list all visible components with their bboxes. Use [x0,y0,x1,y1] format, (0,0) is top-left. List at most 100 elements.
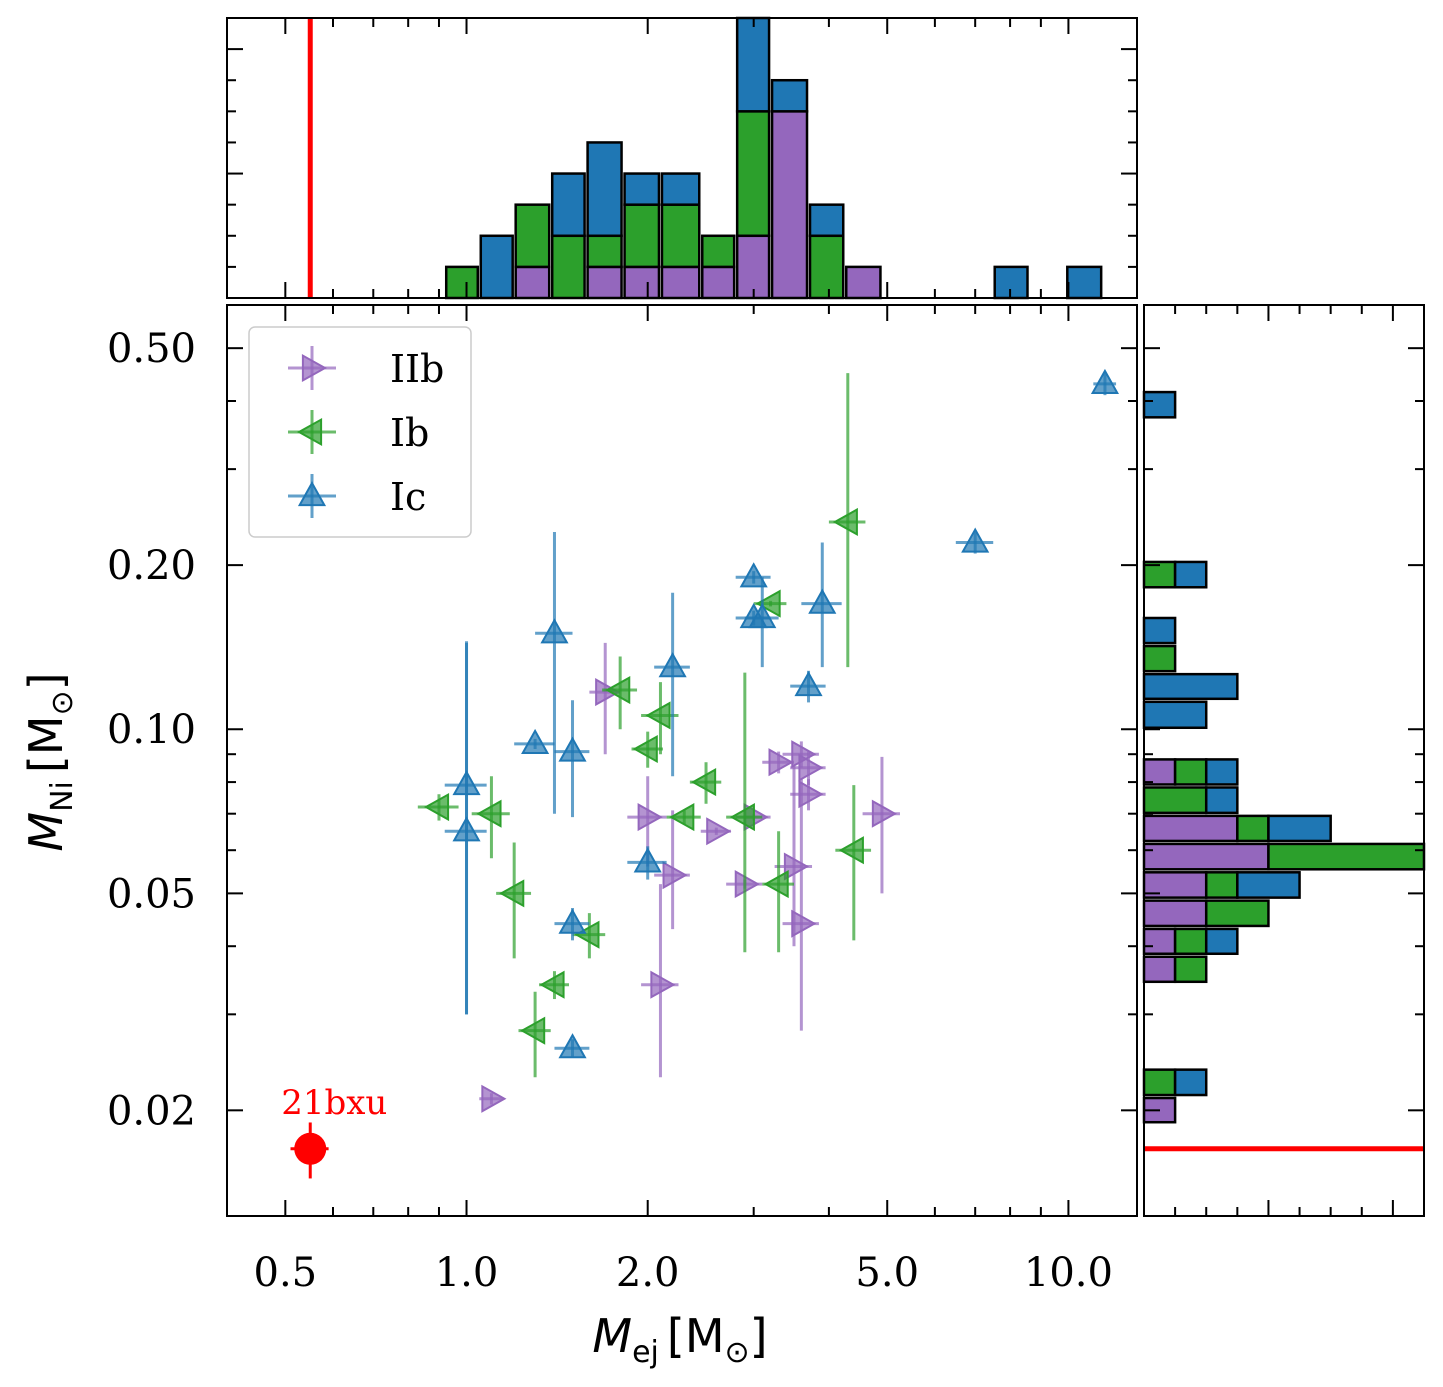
legend-markers [288,346,336,518]
point-iib-5 [706,817,732,846]
point-iib-2 [637,803,663,832]
top-hist-frame [226,17,1138,299]
point-ib-3 [520,1016,546,1045]
top-hist-bar-ic-4 [479,234,514,300]
right-hist-frame [1143,304,1425,1217]
point-ib-2 [499,879,525,908]
highlight-label-21bxu: 21bxu [281,1083,387,1123]
point-iib-14 [871,799,897,828]
x-axis-label: Mej [M⊙] [592,1309,767,1370]
right-hist-bar-ib-2 [1142,1068,1177,1097]
top-hist-bar-iib-11 [735,234,771,300]
ytick-label-0-5: 0.50 [107,326,196,372]
legend-label-iib: IIb [390,347,444,391]
right-hist-bar-iib-13 [1142,758,1177,786]
top-hist-bar-ib-5 [514,203,551,269]
x-axis-label-symbol: M [592,1309,632,1363]
right-hist-bar-ic-18 [1142,616,1177,645]
point-ib-13 [763,870,789,899]
point-ic-8 [658,652,687,678]
top-hist-bar-ib-7 [586,234,623,269]
legend-marker-ic [297,480,327,507]
top-hist-bar-ic-13 [808,203,845,238]
point-iib-13 [798,780,824,809]
top-hist-bar-ic-20 [1066,265,1103,300]
ytick-label-0-2: 0.20 [107,543,196,589]
top-hist-bar-iib-5 [514,265,551,300]
point-ic-13 [808,588,837,614]
xtick-label-1: 1.0 [435,1250,499,1296]
point-ib-14 [832,507,858,537]
right-hist-bar-iib-8 [1142,899,1208,928]
right-hist-bar-ic-26 [1142,390,1177,419]
ytick-label-0-02: 0.02 [107,1088,196,1134]
top-histogram-panel [226,16,1138,300]
point-ic-12 [794,671,823,697]
point-iib-8 [768,748,794,777]
top-hist-bar-ic-9 [660,172,701,206]
top-hist-bar-ic-12 [770,78,809,113]
right-hist-bar-ib-9 [1204,871,1239,899]
top-hist-bar-ib-10 [701,234,736,269]
x-axis-label-unit-subscript: ⊙ [725,1335,750,1370]
point-ic-15 [1090,368,1120,394]
right-hist-bar-ib-6 [1173,955,1208,984]
point-ib-5 [574,920,600,949]
y-axis-label-subscript: Ni [45,781,80,812]
point-ib-4 [539,970,565,999]
ytick-label-0-05: 0.05 [107,871,196,917]
point-iib-11 [791,909,817,938]
top-hist-bar-ic-18 [993,265,1029,300]
top-hist-bar-iib-9 [660,265,701,300]
top-hist-bar-ic-11 [735,16,771,113]
right-hist-bar-ib-11 [1236,814,1270,843]
point-iib-1 [595,678,621,707]
point-iib-0 [481,1084,507,1113]
series-ic [444,368,1120,1059]
right-hist-bar-ic-15 [1142,700,1208,729]
top-hist-bar-ic-7 [586,141,623,238]
right-hist-bar-iib-10 [1142,842,1270,871]
y-axis-label-unit-subscript: ⊙ [45,690,80,715]
top-hist-bar-ib-11 [735,110,771,238]
top-hist-bar-ib-8 [623,203,661,269]
legend-label-ib: Ib [390,411,429,455]
point-ic-4 [558,736,587,762]
xtick-label-2: 2.0 [616,1250,680,1296]
top-hist-bar-ic-8 [623,172,661,206]
y-axis-label: MNi[M⊙] [19,672,80,851]
point-ib-12 [755,589,781,618]
top-hist-bar-iib-8 [623,265,661,300]
legend-label-ic: Ic [390,475,426,519]
point-ic-11 [748,602,777,629]
highlight-point-21bxu [294,1132,327,1165]
point-iib-3 [650,970,676,999]
right-hist-bar-ib-17 [1142,644,1177,673]
main-plot-frame [226,304,1138,1217]
top-hist-bar-iib-14 [844,265,882,300]
right-hist-bar-ic-12 [1204,786,1239,815]
top-hist-bar-ib-3 [444,265,480,300]
point-iib-6 [734,870,760,899]
legend: IIb Ib Ic [248,326,472,538]
y-axis-label-open-bracket: [ [19,755,73,773]
right-hist-bar-ic-11 [1267,814,1332,843]
point-iib-4 [662,861,688,890]
y-axis-label-unit: M [19,715,73,755]
right-hist-bar-ic-13 [1204,758,1239,786]
top-hist-bar-iib-10 [701,265,736,300]
point-ic-3 [540,618,569,644]
ytick-label-0-1: 0.10 [107,707,196,753]
point-ic-7 [633,847,662,873]
top-hist-bar-ib-6 [550,234,586,300]
point-ib-10 [690,768,717,797]
right-hist-bar-ib-8 [1204,899,1270,928]
x-axis-label-open-bracket: [ [667,1309,685,1363]
legend-marker-iib [301,353,328,383]
point-iib-9 [783,852,810,881]
top-hist-bar-iib-7 [586,265,623,300]
legend-marker-ib [296,417,323,447]
right-histogram-panel [1142,304,1426,1217]
point-ib-7 [632,734,658,764]
